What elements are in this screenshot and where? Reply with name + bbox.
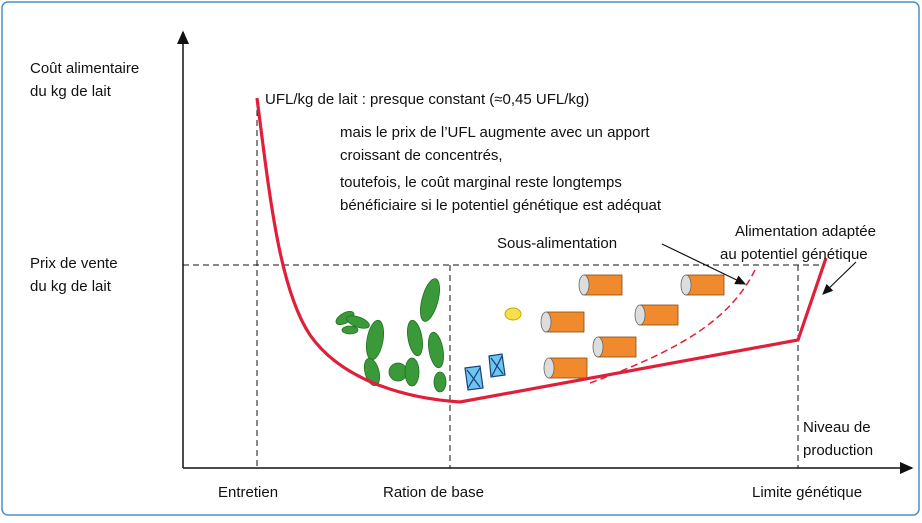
price-label: du kg de lait [30,278,112,295]
price-label: Prix de vente [30,255,118,272]
x-label: Ration de base [383,484,484,501]
note: croissant de concentrés, [340,147,503,164]
note: bénéficiaire si le potentiel génétique e… [340,197,662,214]
diagram: Coût alimentaire du kg de lait Prix de v… [0,0,922,518]
curve-label: Sous-alimentation [497,235,617,252]
note: mais le prix de l’UFL augmente avec un a… [340,124,650,141]
curve-label: au potentiel génétique [720,246,868,263]
note: UFL/kg de lait : presque constant (≈0,45… [265,91,589,108]
curve-label: Alimentation adaptée [735,223,876,240]
y-axis-label: Coût alimentaire [30,60,139,77]
x-label: Entretien [218,484,278,501]
y-axis-label: du kg de lait [30,83,112,100]
x-axis-label: production [803,442,873,459]
note: toutefois, le coût marginal reste longte… [340,174,622,191]
x-label: Limite génétique [752,484,862,501]
grain-icon [505,308,521,320]
x-axis-label: Niveau de [803,419,871,436]
